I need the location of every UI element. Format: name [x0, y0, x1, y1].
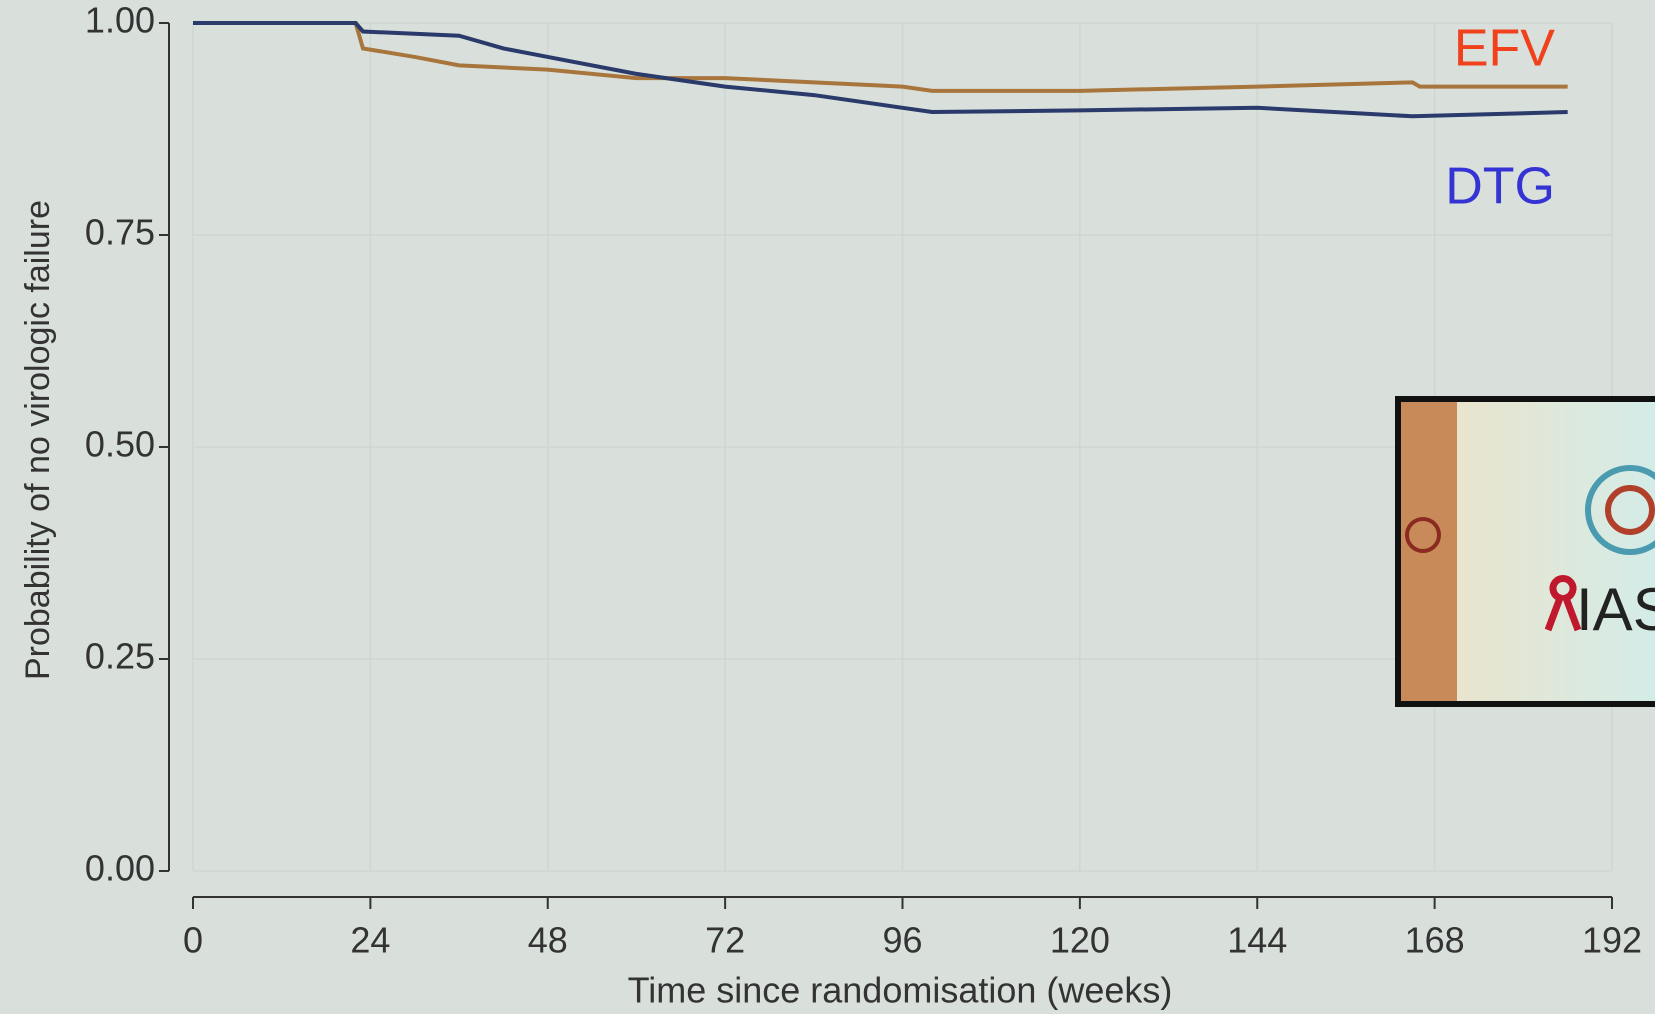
x-tick-label: 24: [350, 920, 390, 961]
page: Probability of no virologic failure Time…: [0, 0, 1655, 1014]
x-tick-label: 96: [882, 920, 922, 961]
y-tick-label: 0.25: [85, 636, 155, 677]
x-tick-label: 168: [1405, 920, 1465, 961]
chart: Probability of no virologic failure Time…: [0, 0, 1655, 1014]
logo-text: IAS: [1576, 576, 1655, 643]
y-tick-label: 0.50: [85, 424, 155, 465]
x-tick-label: 120: [1050, 920, 1110, 961]
x-tick-label: 192: [1582, 920, 1642, 961]
x-tick-label: 144: [1227, 920, 1287, 961]
y-axis-title: Probability of no virologic failure: [19, 200, 57, 680]
x-tick-label: 72: [705, 920, 745, 961]
x-tick-label: 0: [183, 920, 203, 961]
y-tick-label: 1.00: [85, 0, 155, 41]
legend-label: DTG: [1445, 158, 1555, 216]
legend-label: EFV: [1454, 20, 1555, 78]
x-axis-title: Time since randomisation (weeks): [628, 970, 1173, 1011]
x-tick-label: 48: [528, 920, 568, 961]
logo-inset: IAS: [1395, 396, 1655, 707]
y-tick-label: 0.00: [85, 848, 155, 889]
y-tick-label: 0.75: [85, 212, 155, 253]
